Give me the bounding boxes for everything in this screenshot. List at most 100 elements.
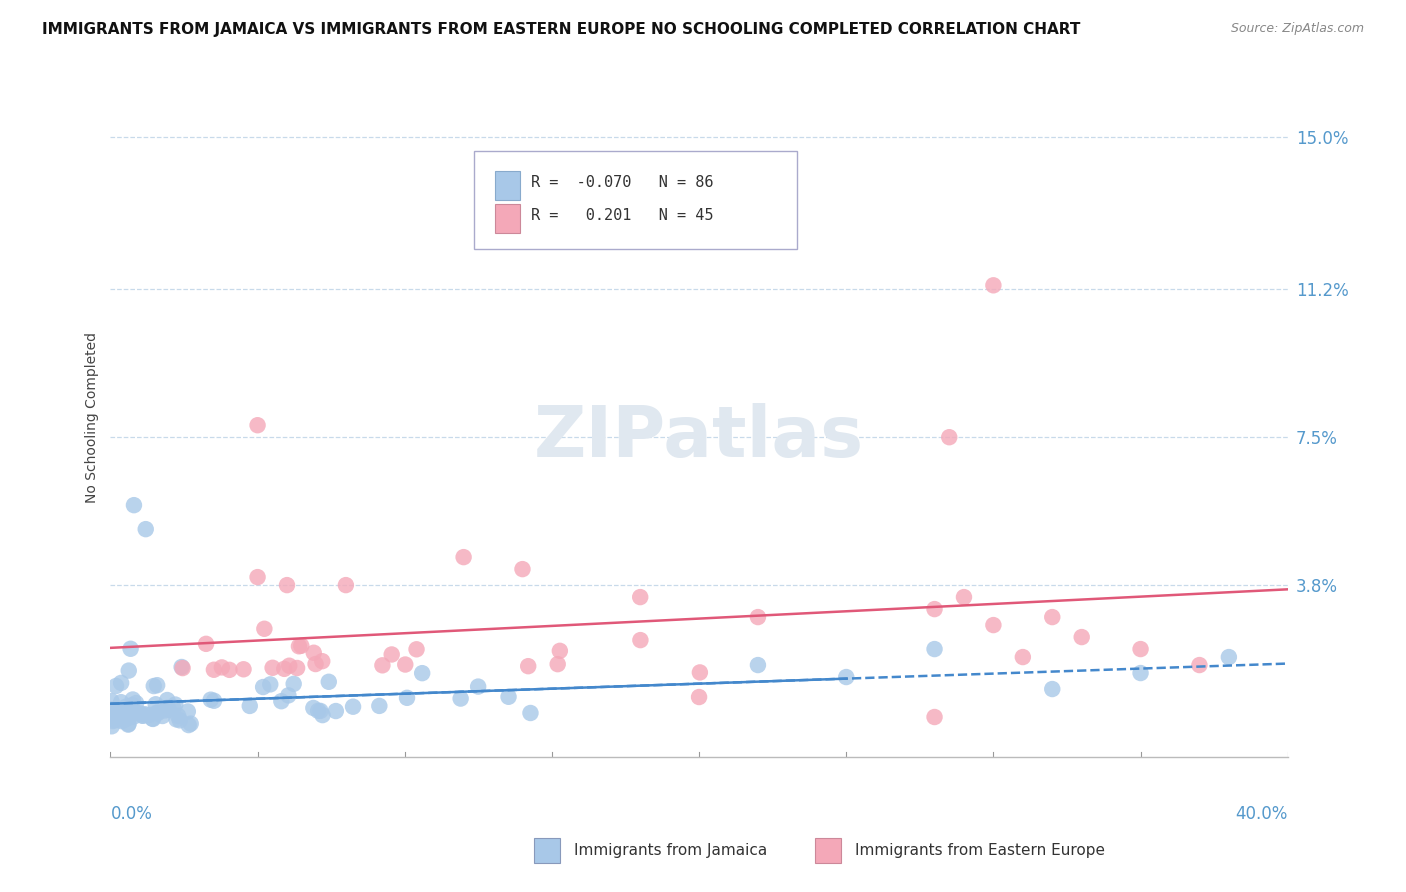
Point (177, 718, 200, 732)
Point (628, 633, 651, 648)
Point (142, 712, 165, 726)
Point (239, 698, 262, 713)
Point (170, 660, 193, 674)
Point (118, 664, 141, 678)
Point (318, 674, 340, 689)
Point (1040, 681, 1063, 696)
Point (1129, 642, 1152, 657)
Point (311, 654, 333, 668)
Point (108, 703, 131, 717)
Point (285, 661, 308, 675)
Point (302, 646, 325, 660)
Point (405, 642, 427, 657)
Point (277, 689, 299, 703)
Point (145, 698, 167, 712)
Point (114, 699, 136, 714)
Point (252, 680, 274, 694)
Point (125, 696, 148, 710)
Point (307, 704, 329, 718)
Point (152, 709, 174, 723)
Point (253, 622, 276, 636)
Point (953, 590, 976, 604)
Point (924, 710, 946, 724)
Point (689, 665, 711, 680)
Point (304, 657, 326, 671)
Point (101, 705, 124, 719)
Point (172, 661, 194, 675)
Point (162, 700, 184, 714)
Point (117, 717, 139, 731)
Point (302, 701, 325, 715)
Point (122, 709, 145, 723)
Point (110, 676, 132, 690)
Point (180, 716, 202, 731)
Point (121, 692, 143, 706)
Point (270, 694, 292, 708)
Point (983, 618, 1005, 632)
Point (276, 578, 298, 592)
Point (1011, 650, 1033, 665)
Point (547, 657, 569, 672)
Text: Immigrants from Eastern Europe: Immigrants from Eastern Europe (855, 844, 1105, 858)
Point (112, 713, 135, 727)
Point (138, 707, 160, 722)
Point (135, 522, 157, 536)
Point (1218, 650, 1240, 665)
Point (202, 663, 225, 677)
Point (121, 698, 143, 712)
Point (517, 659, 540, 673)
Point (747, 610, 769, 624)
Point (115, 708, 138, 723)
Point (142, 679, 165, 693)
Point (278, 658, 301, 673)
Point (120, 699, 142, 714)
Point (195, 637, 218, 651)
Point (100, 702, 122, 716)
Point (110, 695, 132, 709)
Point (131, 708, 153, 723)
Point (747, 658, 769, 673)
Point (325, 704, 347, 718)
Point (835, 670, 858, 684)
Point (342, 699, 364, 714)
Point (273, 662, 295, 676)
Point (311, 708, 333, 723)
Text: 40.0%: 40.0% (1236, 805, 1288, 823)
Point (246, 570, 269, 584)
Point (335, 578, 357, 592)
Point (283, 677, 305, 691)
Text: R =  -0.070   N = 86: R = -0.070 N = 86 (531, 175, 714, 190)
Point (153, 704, 176, 718)
Point (110, 714, 132, 728)
Point (165, 712, 187, 726)
Point (1070, 630, 1092, 644)
Point (132, 708, 155, 723)
Point (177, 705, 200, 719)
Point (121, 706, 143, 720)
Point (100, 694, 122, 708)
Text: Source: ZipAtlas.com: Source: ZipAtlas.com (1230, 22, 1364, 36)
Point (146, 678, 169, 692)
Point (129, 706, 152, 721)
Point (122, 498, 145, 512)
Point (120, 641, 142, 656)
Text: ZIPatlas: ZIPatlas (534, 403, 865, 472)
Point (453, 550, 475, 565)
Point (288, 640, 311, 654)
Point (411, 666, 433, 681)
Point (467, 680, 489, 694)
Point (371, 658, 394, 673)
Point (368, 698, 391, 713)
Point (110, 704, 132, 718)
Point (167, 708, 190, 723)
Point (548, 644, 571, 658)
Point (688, 690, 710, 704)
Y-axis label: No Schooling Completed: No Schooling Completed (86, 332, 100, 503)
Point (259, 677, 281, 691)
Point (146, 706, 169, 720)
Point (120, 708, 142, 723)
Text: R =   0.201   N = 45: R = 0.201 N = 45 (531, 208, 714, 223)
Point (290, 639, 312, 653)
Point (381, 648, 404, 662)
Point (498, 690, 520, 704)
